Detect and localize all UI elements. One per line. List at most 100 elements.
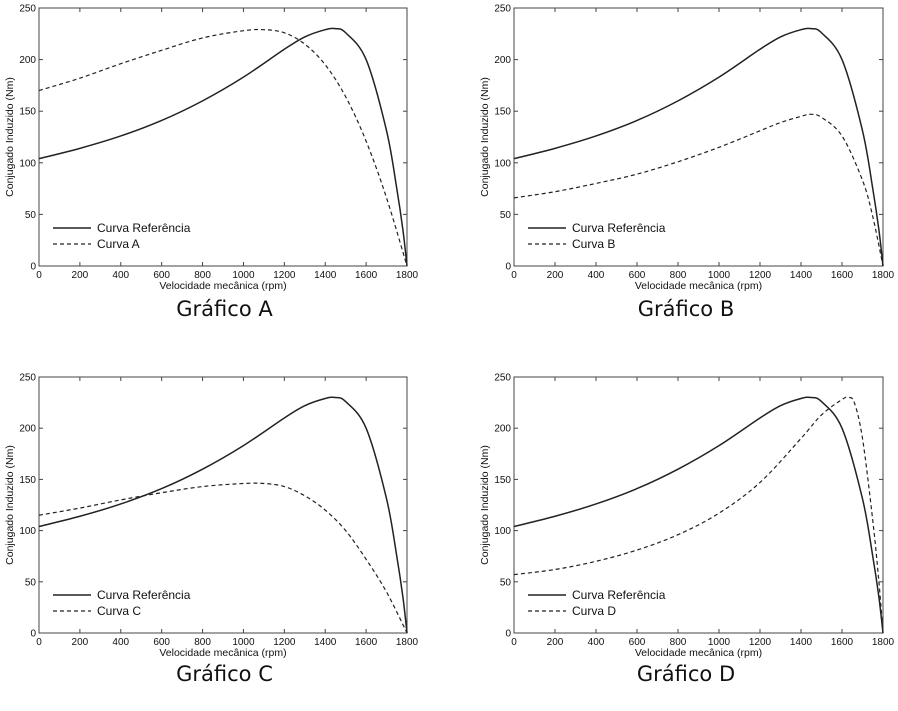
x-tick-label: 1000 (232, 637, 255, 648)
x-tick-label: 1200 (749, 637, 772, 648)
series-line (513, 396, 884, 634)
x-tick-label: 400 (588, 270, 605, 281)
y-axis-label: Conjugado Induzido (Nm) (479, 445, 491, 565)
y-tick-label: 100 (494, 158, 511, 169)
chart-c: 0 200 400 600 800 1000 1200 1400 1600 1800 0 50 100 1… (4, 373, 419, 660)
x-tick-label: 1800 (396, 270, 419, 281)
x-tick-label: 1400 (790, 637, 813, 648)
series-line (38, 28, 408, 267)
y-tick-label: 0 (30, 629, 36, 640)
x-tick-label: 400 (112, 637, 129, 648)
x-tick-label: 600 (153, 637, 170, 648)
y-tick-label: 250 (19, 4, 36, 15)
y-tick-label: 50 (500, 210, 512, 221)
x-axis-label: Velocidade mecânica (rpm) (159, 280, 286, 292)
x-axis-label: Velocidade mecânica (rpm) (159, 647, 286, 659)
x-tick-label: 1400 (790, 270, 813, 281)
x-tick-label: 200 (547, 270, 564, 281)
chart-caption: Gráfico A (176, 297, 273, 321)
legend-label: Curva Referência (97, 588, 191, 602)
x-tick-label: 1000 (708, 270, 731, 281)
x-tick-label: 1800 (396, 637, 419, 648)
x-tick-label: 800 (194, 270, 211, 281)
y-tick-label: 150 (19, 475, 36, 486)
y-tick-label: 250 (494, 373, 511, 384)
chart-a: 0 200 400 600 800 1000 1200 1400 1600 1800 0 50 100 1… (4, 4, 419, 293)
plot-area (38, 376, 408, 634)
y-tick-label: 100 (494, 526, 511, 537)
chart-caption: Gráfico D (636, 662, 736, 686)
series-line (38, 396, 408, 634)
series-line (38, 482, 408, 634)
chart-caption: Gráfico B (637, 297, 735, 321)
chart-panel-c: 0 200 400 600 800 1000 1200 1400 1600 1800 0 50 100 1… (0, 368, 449, 711)
y-tick-label: 200 (494, 55, 511, 66)
chart-b: 0 200 400 600 800 1000 1200 1400 1600 1800 0 50 100 1… (479, 4, 895, 293)
x-tick-label: 1000 (708, 637, 731, 648)
plot-area (38, 7, 408, 267)
x-tick-label: 1200 (749, 270, 772, 281)
legend-label: Curva Referência (572, 588, 666, 602)
x-tick-label: 1600 (355, 270, 378, 281)
x-tick-label: 800 (670, 637, 687, 648)
x-axis-label: Velocidade mecânica (rpm) (635, 280, 762, 292)
x-tick-label: 0 (36, 270, 42, 281)
y-tick-label: 200 (19, 424, 36, 435)
legend-label: Curva Referência (572, 221, 666, 235)
x-tick-label: 600 (629, 637, 646, 648)
x-tick-label: 0 (511, 637, 517, 648)
x-tick-label: 1200 (273, 637, 296, 648)
x-tick-label: 0 (36, 637, 42, 648)
x-tick-label: 800 (670, 270, 687, 281)
y-tick-label: 50 (25, 577, 37, 588)
y-tick-label: 50 (500, 577, 512, 588)
y-tick-label: 0 (505, 629, 511, 640)
y-tick-label: 100 (19, 158, 36, 169)
series-line (38, 27, 408, 267)
x-tick-label: 800 (194, 637, 211, 648)
y-tick-label: 200 (19, 55, 36, 66)
x-tick-label: 1600 (831, 270, 854, 281)
y-tick-label: 150 (494, 107, 511, 118)
x-tick-label: 1400 (314, 270, 337, 281)
x-tick-label: 400 (588, 637, 605, 648)
x-tick-label: 200 (72, 270, 89, 281)
plot-area (513, 376, 884, 634)
legend-label: Curva A (97, 237, 140, 251)
series-line (513, 27, 884, 267)
chart-panel-d: 0 200 400 600 800 1000 1200 1400 1600 1800 0 50 100 1… (476, 368, 898, 711)
y-tick-label: 0 (30, 262, 36, 273)
x-tick-label: 1000 (232, 270, 255, 281)
legend-label: Curva D (572, 604, 616, 618)
x-tick-label: 200 (72, 637, 89, 648)
chart-panel-a: 0 200 400 600 800 1000 1200 1400 1600 1800 0 50 100 1… (0, 0, 449, 343)
x-tick-label: 600 (153, 270, 170, 281)
y-tick-label: 150 (494, 475, 511, 486)
x-axis-label: Velocidade mecânica (rpm) (635, 647, 762, 659)
chart-d: 0 200 400 600 800 1000 1200 1400 1600 1800 0 50 100 1… (479, 373, 895, 660)
x-tick-label: 1600 (831, 637, 854, 648)
chart-panel-b: 0 200 400 600 800 1000 1200 1400 1600 1800 0 50 100 1… (476, 0, 898, 343)
x-tick-label: 1400 (314, 637, 337, 648)
x-tick-label: 400 (112, 270, 129, 281)
x-tick-label: 0 (511, 270, 517, 281)
y-tick-label: 250 (494, 4, 511, 15)
x-tick-label: 1800 (872, 637, 895, 648)
series-line (513, 396, 884, 634)
chart-caption: Gráfico C (176, 662, 273, 686)
x-tick-label: 1600 (355, 637, 378, 648)
legend-label: Curva B (572, 237, 615, 251)
legend-label: Curva C (97, 604, 141, 618)
y-tick-label: 200 (494, 424, 511, 435)
y-tick-label: 50 (25, 210, 37, 221)
y-axis-label: Conjugado Induzido (Nm) (4, 445, 16, 565)
x-tick-label: 1200 (273, 270, 296, 281)
y-tick-label: 150 (19, 107, 36, 118)
plot-area (513, 7, 884, 267)
x-tick-label: 200 (547, 637, 564, 648)
y-tick-label: 250 (19, 373, 36, 384)
y-tick-label: 100 (19, 526, 36, 537)
y-axis-label: Conjugado Induzido (Nm) (4, 77, 16, 197)
x-tick-label: 600 (629, 270, 646, 281)
x-tick-label: 1800 (872, 270, 895, 281)
